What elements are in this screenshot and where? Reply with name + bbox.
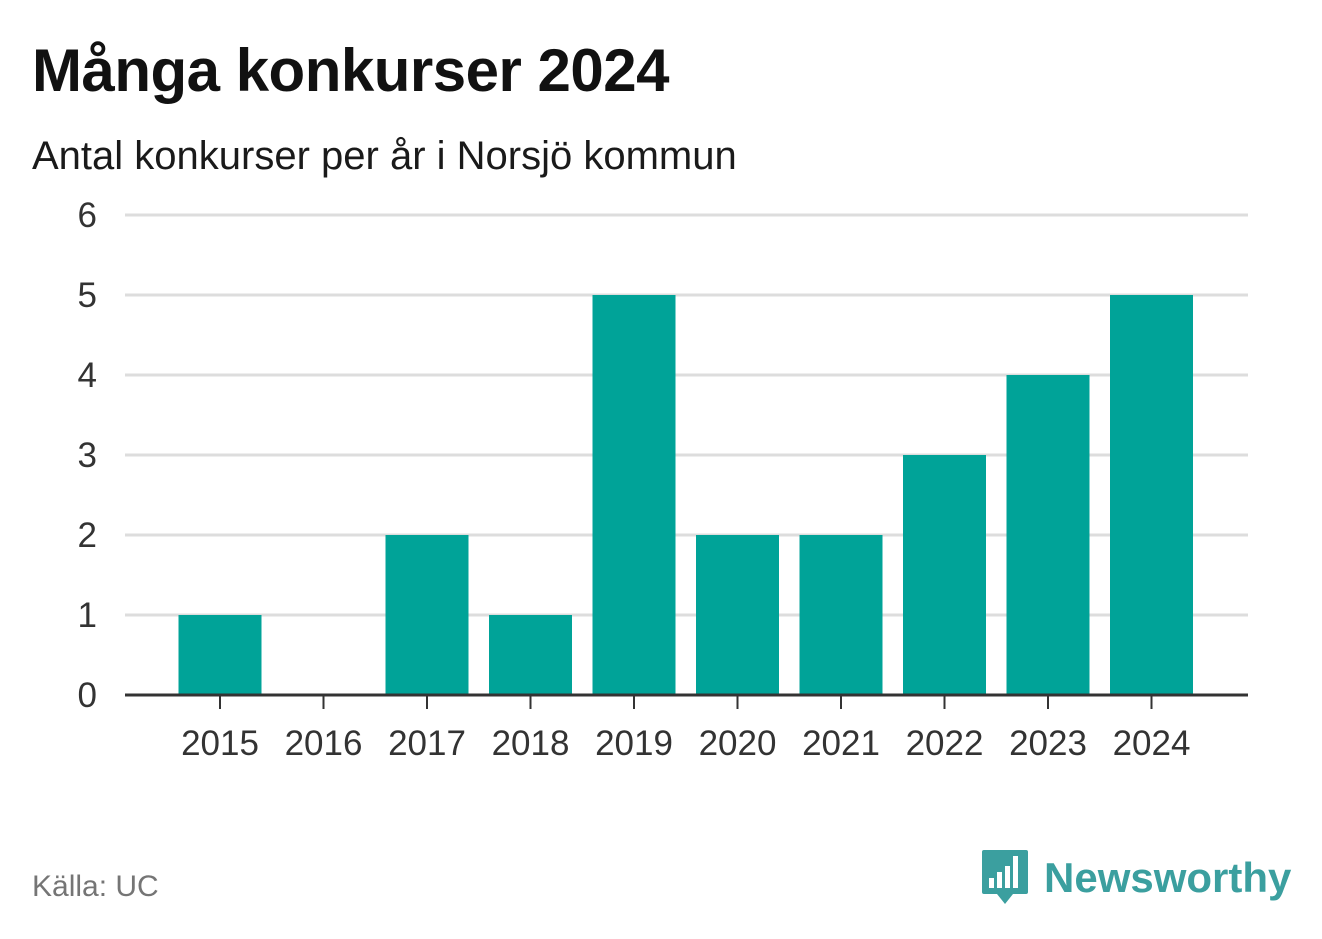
y-tick-label: 4: [78, 356, 97, 395]
y-tick-label: 5: [78, 276, 97, 315]
x-tick-label: 2017: [388, 724, 466, 763]
x-tick-label: 2019: [595, 724, 673, 763]
chart-title: Många konkurser 2024: [32, 37, 669, 104]
x-tick-label: 2020: [699, 724, 777, 763]
x-tick-label: 2023: [1009, 724, 1087, 763]
x-tick-label: 2021: [802, 724, 880, 763]
x-tick-label: 2022: [906, 724, 984, 763]
y-tick-label: 1: [78, 596, 97, 635]
chart-subtitle: Antal konkurser per år i Norsjö kommun: [32, 134, 737, 178]
source-note: Källa: UC: [32, 870, 159, 903]
bar-2022: [903, 455, 986, 695]
x-tick-label: 2024: [1113, 724, 1191, 763]
brand-logo: Newsworthy: [980, 848, 1291, 908]
bar-2019: [592, 295, 676, 695]
x-tick-label: 2016: [285, 724, 363, 763]
bar-chart-speech-bubble-icon: [982, 850, 1028, 904]
brand-name: Newsworthy: [1044, 854, 1292, 901]
bar-2020: [696, 535, 779, 695]
bar-2018: [489, 615, 572, 695]
bar-2015: [178, 615, 262, 695]
bar-2021: [799, 535, 883, 695]
bar-2024: [1110, 295, 1193, 695]
bar-chart: 0 1 2 3 4 5 6 2015 2016 2017 2018 2019 2020 2021 2022 2…: [78, 196, 1248, 763]
x-tick-label: 2018: [492, 724, 570, 763]
y-tick-label: 0: [78, 676, 97, 715]
y-tick-label: 3: [78, 436, 97, 475]
y-tick-label: 6: [78, 196, 97, 235]
bar-2023: [1006, 375, 1090, 695]
bar-2017: [385, 535, 469, 695]
y-tick-label: 2: [78, 516, 97, 555]
x-tick-label: 2015: [181, 724, 259, 763]
